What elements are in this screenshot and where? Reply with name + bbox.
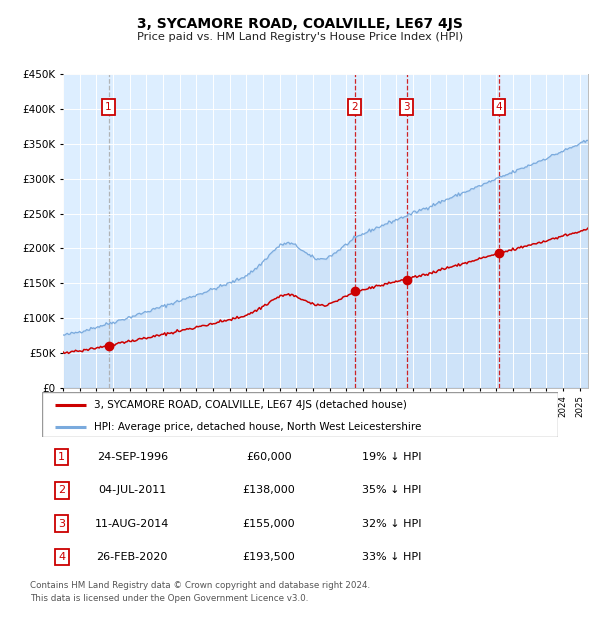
Text: 1: 1 [58,452,65,462]
Text: Contains HM Land Registry data © Crown copyright and database right 2024.: Contains HM Land Registry data © Crown c… [30,581,370,590]
Text: 19% ↓ HPI: 19% ↓ HPI [362,452,421,462]
Text: £193,500: £193,500 [242,552,295,562]
Text: 35% ↓ HPI: 35% ↓ HPI [362,485,421,495]
Text: 32% ↓ HPI: 32% ↓ HPI [362,518,421,528]
Text: 1: 1 [105,102,112,112]
Text: This data is licensed under the Open Government Licence v3.0.: This data is licensed under the Open Gov… [30,593,308,603]
Text: £60,000: £60,000 [246,452,292,462]
Text: 11-AUG-2014: 11-AUG-2014 [95,518,169,528]
Text: Price paid vs. HM Land Registry's House Price Index (HPI): Price paid vs. HM Land Registry's House … [137,32,463,42]
Text: 24-SEP-1996: 24-SEP-1996 [97,452,168,462]
Text: £155,000: £155,000 [243,518,295,528]
Text: 2: 2 [58,485,65,495]
FancyBboxPatch shape [42,392,558,437]
Text: 26-FEB-2020: 26-FEB-2020 [97,552,168,562]
Text: 2: 2 [352,102,358,112]
Text: 3, SYCAMORE ROAD, COALVILLE, LE67 4JS (detached house): 3, SYCAMORE ROAD, COALVILLE, LE67 4JS (d… [94,400,406,410]
Text: HPI: Average price, detached house, North West Leicestershire: HPI: Average price, detached house, Nort… [94,422,421,432]
Text: 3: 3 [58,518,65,528]
Text: 3: 3 [403,102,410,112]
Text: 33% ↓ HPI: 33% ↓ HPI [362,552,421,562]
Text: 3, SYCAMORE ROAD, COALVILLE, LE67 4JS: 3, SYCAMORE ROAD, COALVILLE, LE67 4JS [137,17,463,32]
Text: 4: 4 [496,102,502,112]
Text: 04-JUL-2011: 04-JUL-2011 [98,485,166,495]
Text: 4: 4 [58,552,65,562]
Text: £138,000: £138,000 [242,485,295,495]
